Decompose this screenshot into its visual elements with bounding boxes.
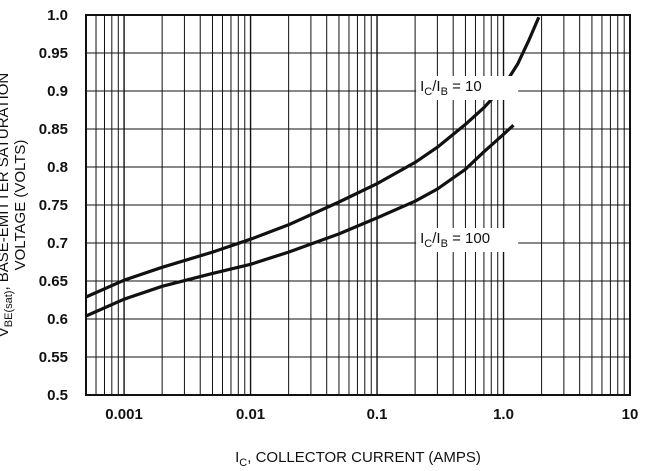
y-tick-label: 0.65 bbox=[39, 273, 68, 290]
y-tick-label: 0.8 bbox=[47, 159, 68, 176]
y-tick-label: 0.7 bbox=[47, 235, 68, 252]
series-lines bbox=[85, 16, 541, 318]
x-tick-label: 0.01 bbox=[236, 406, 265, 423]
x-tick-label: 1.0 bbox=[493, 406, 514, 423]
y-axis-title-prefix: V bbox=[0, 327, 12, 337]
curve-label-1: IC/IB = 10 bbox=[420, 78, 482, 98]
y-tick-label: 0.6 bbox=[47, 311, 68, 328]
tick-labels: 0.5 0.55 0.6 0.65 0.7 0.75 0.8 0.85 0.9 0.95 1.0 0.… bbox=[39, 7, 639, 423]
curve-label-background bbox=[416, 76, 519, 100]
y-tick-label: 1.0 bbox=[47, 7, 68, 24]
grid bbox=[86, 14, 630, 396]
y-axis-title-rest: , BASE-EMITTER SATURATION bbox=[0, 73, 12, 291]
curve-label-2: IC/IB = 100 bbox=[420, 230, 490, 250]
curve-labels: IC/IB = 10 IC/IB = 100 bbox=[416, 76, 519, 252]
series-line-1 bbox=[85, 16, 541, 299]
x-tick-label: 10 bbox=[622, 406, 639, 423]
x-axis-title-prefix: I bbox=[235, 449, 239, 466]
y-tick-label: 0.55 bbox=[39, 349, 68, 366]
y-axis-title-line1: VBE(sat), BASE-EMITTER SATURATION bbox=[0, 73, 15, 338]
x-tick-label: 0.1 bbox=[367, 406, 388, 423]
y-tick-label: 0.85 bbox=[39, 121, 68, 138]
series-line-2 bbox=[85, 124, 515, 318]
y-tick-label: 0.75 bbox=[39, 197, 68, 214]
x-tick-label: 0.001 bbox=[105, 406, 143, 423]
plot-frame bbox=[85, 14, 631, 396]
y-axis-title-subscript: BE(sat) bbox=[3, 291, 15, 328]
x-axis-title: IC, COLLECTOR CURRENT (AMPS) bbox=[235, 449, 481, 469]
y-tick-label: 0.5 bbox=[47, 387, 68, 404]
curve-label-background bbox=[416, 228, 519, 252]
x-axis-title-subscript: C bbox=[239, 457, 247, 469]
y-axis-title-line2: VOLTAGE (VOLTS) bbox=[12, 140, 29, 271]
y-tick-label: 0.9 bbox=[47, 83, 68, 100]
x-axis-title-rest: , COLLECTOR CURRENT (AMPS) bbox=[247, 449, 481, 466]
y-tick-label: 0.95 bbox=[39, 45, 68, 62]
